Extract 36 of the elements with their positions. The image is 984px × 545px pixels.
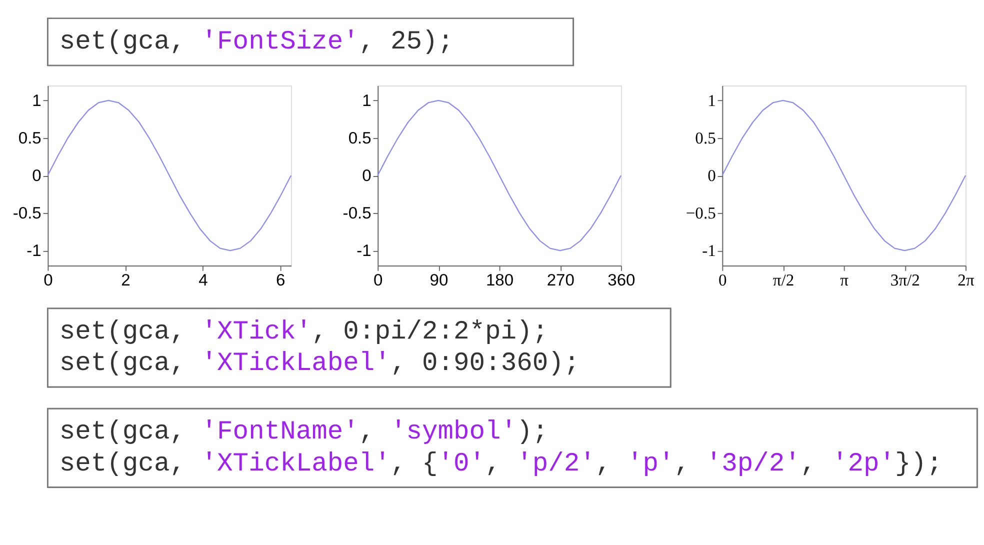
x-tick-label: 270 — [546, 270, 574, 290]
x-tick-label: 2 — [121, 270, 130, 290]
y-tick-label: 0.5 — [695, 128, 716, 148]
x-tick-label: 90 — [430, 270, 448, 290]
y-tick-label: 1 — [32, 90, 42, 110]
x-tick-label: π/2 — [772, 270, 794, 290]
x-tick-label: 0 — [374, 270, 383, 290]
y-tick-label: -1 — [26, 240, 42, 260]
line-series — [377, 100, 622, 252]
y-tick-label: 0.5 — [18, 128, 42, 148]
y-tick-label: -0.5 — [342, 203, 372, 222]
x-tick-label: 2π — [958, 270, 975, 290]
x-tick-label: 6 — [276, 270, 286, 290]
y-tick-label: -1 — [356, 240, 372, 260]
y-tick-label: 1 — [362, 90, 372, 110]
y-tick-label: 0.5 — [348, 128, 372, 148]
x-tick-label: 3π/2 — [890, 270, 920, 290]
y-tick-label: 0 — [32, 166, 42, 185]
text: set(gca, 'FontSize', 25); — [59, 26, 454, 56]
text: set(gca, 'FontName', 'symbol'); — [59, 416, 548, 447]
text: set(gca, 'XTickLabel', 0:90:360); — [59, 348, 580, 378]
text: set(gca, 'XTickLabel', {'0', 'p/2', 'p', '3p/2', '2p'}); — [59, 448, 942, 478]
y-tick-label: −0.5 — [686, 203, 716, 222]
y-tick-label: 0 — [708, 166, 716, 185]
line-series — [47, 100, 292, 252]
y-tick-label: 0 — [362, 166, 372, 185]
x-tick-label: 180 — [486, 270, 514, 290]
x-tick-label: 4 — [198, 270, 208, 290]
y-tick-label: -0.5 — [12, 203, 42, 222]
x-tick-label: 0 — [44, 270, 53, 290]
y-tick-label: -1 — [702, 240, 716, 260]
text: set(gca, 'XTick', 0:pi/2:2*pi); — [59, 316, 548, 346]
x-tick-label: 360 — [608, 270, 636, 290]
y-tick-label: 1 — [708, 90, 716, 110]
x-tick-label: π — [840, 270, 850, 290]
line-series — [722, 100, 966, 252]
